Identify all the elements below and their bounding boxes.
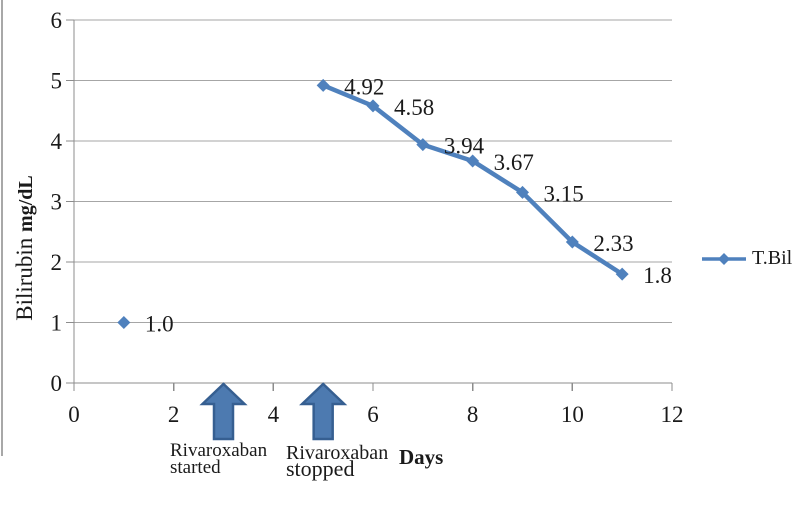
- data-point-marker: [516, 185, 529, 199]
- x-tick-label: 0: [68, 402, 80, 427]
- data-point-label: 4.92: [344, 74, 384, 99]
- up-arrow-icon: [299, 382, 348, 441]
- data-point-label: 1.0: [145, 312, 174, 337]
- y-tick-label: 1: [51, 311, 63, 336]
- y-tick-label: 2: [51, 250, 63, 275]
- point-labels-group: 1.0 4.92 4.58 3.94 3.67 3.15 2.33 1.8: [145, 74, 672, 336]
- data-point-marker: [615, 267, 629, 281]
- x-tick-label: 10: [561, 402, 584, 427]
- annotation-text: Rivaroxaban: [286, 442, 389, 464]
- x-tick-label: 12: [661, 402, 684, 427]
- tick-marks-group: [66, 19, 673, 391]
- legend: T.Bil: [701, 247, 792, 270]
- y-axis-title-units: mg/dL: [15, 175, 37, 232]
- annotation-text: started: [170, 457, 221, 478]
- annotation-rivaroxaban-started: Rivaroxaban started: [170, 440, 268, 478]
- y-tick-label: 4: [51, 129, 63, 154]
- y-tick-label: 0: [51, 371, 63, 396]
- data-point-label: 3.67: [494, 150, 534, 175]
- series-group: [117, 78, 629, 329]
- data-point-label: 3.15: [544, 181, 584, 206]
- x-tick-label: 2: [168, 402, 180, 427]
- y-axis-title: Bilirubin mg/dL: [12, 148, 40, 348]
- data-point-marker: [316, 78, 330, 92]
- figure-left-border: [1, 0, 3, 456]
- x-tick-label: 8: [467, 402, 479, 427]
- y-tick-label: 3: [51, 190, 63, 215]
- y-tick-label: 5: [51, 69, 63, 94]
- y-axis-title-text: Bilirubin: [12, 231, 37, 321]
- data-point-marker: [366, 99, 380, 113]
- data-point-label: 3.94: [444, 134, 485, 159]
- annotation-rivaroxaban-stopped: Rivaroxaban stopped: [286, 442, 389, 481]
- data-point-marker: [416, 138, 430, 152]
- up-arrow-icon: [199, 382, 248, 441]
- x-tick-label: 6: [367, 402, 379, 427]
- x-tick-label: 4: [268, 402, 280, 427]
- annotation-text: Rivaroxaban: [170, 440, 268, 461]
- legend-marker-icon: [702, 252, 746, 265]
- data-point-label: 1.8: [643, 263, 672, 288]
- x-axis-title: Days: [399, 445, 444, 469]
- y-tick-label: 6: [51, 8, 63, 33]
- annotation-arrows-group: [199, 382, 348, 441]
- annotation-text: stopped: [286, 456, 355, 481]
- data-point-marker: [466, 154, 480, 168]
- data-point-label: 4.58: [394, 95, 434, 120]
- series-line: [322, 83, 624, 276]
- gridlines-group: [74, 19, 672, 323]
- data-point-label: 2.33: [593, 231, 633, 256]
- legend-series-label: T.Bil: [752, 247, 793, 269]
- data-point-marker: [565, 235, 579, 249]
- data-point-marker: [117, 316, 131, 329]
